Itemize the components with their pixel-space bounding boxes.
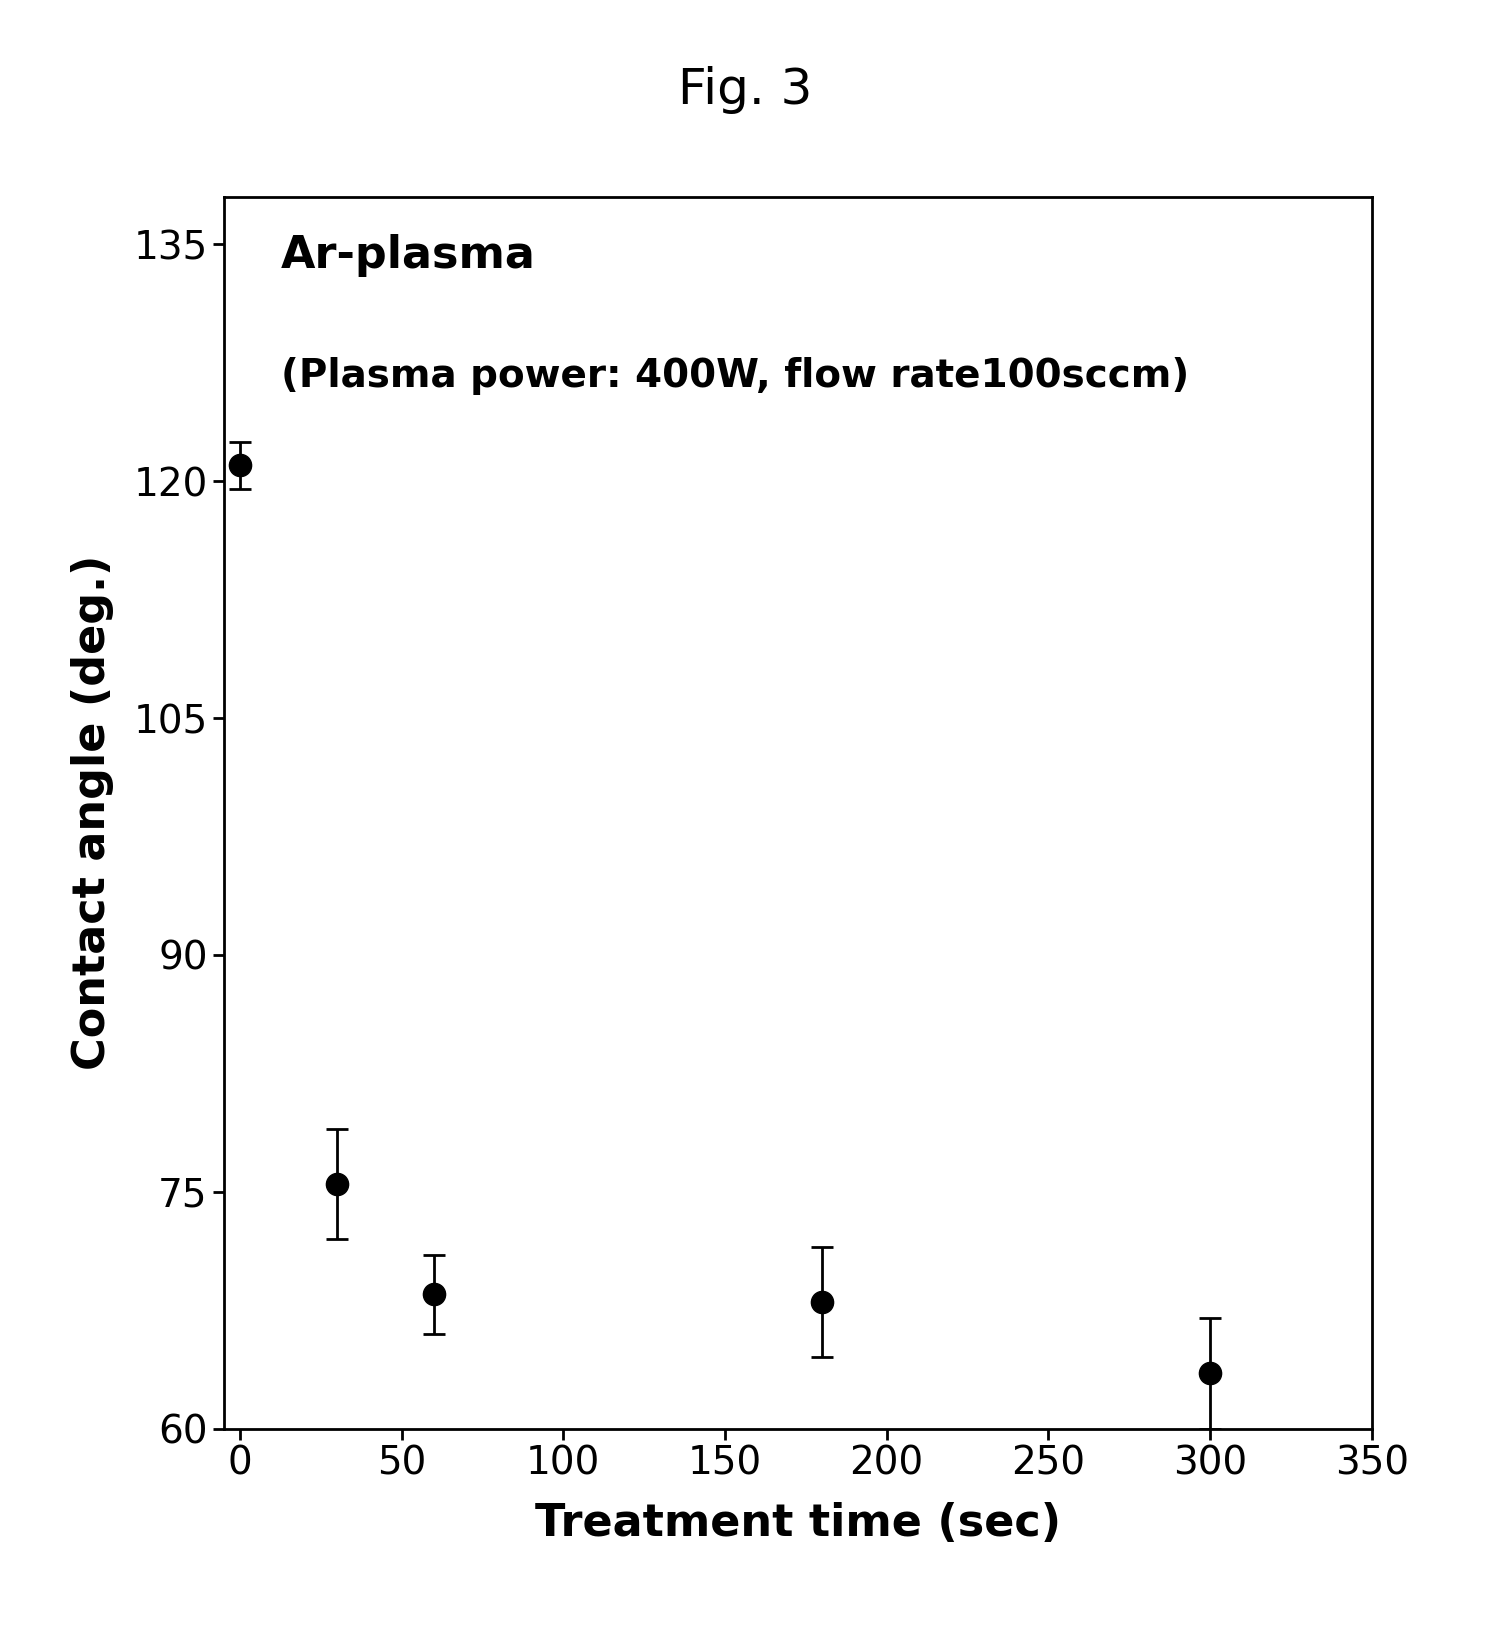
X-axis label: Treatment time (sec): Treatment time (sec) bbox=[535, 1502, 1060, 1545]
Text: Ar-plasma: Ar-plasma bbox=[280, 233, 535, 277]
Text: (Plasma power: 400W, flow rate100sccm): (Plasma power: 400W, flow rate100sccm) bbox=[280, 356, 1190, 396]
Y-axis label: Contact angle (deg.): Contact angle (deg.) bbox=[72, 555, 113, 1071]
Text: Fig. 3: Fig. 3 bbox=[678, 66, 813, 113]
